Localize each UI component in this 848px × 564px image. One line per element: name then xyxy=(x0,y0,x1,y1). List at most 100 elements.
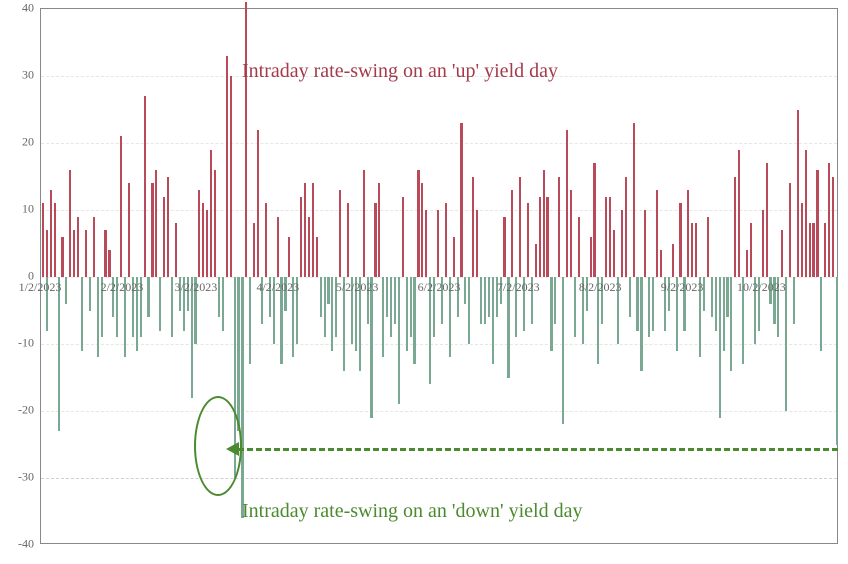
up-bar xyxy=(566,130,568,277)
up-bar xyxy=(476,210,478,277)
up-bar xyxy=(316,237,318,277)
up-bar xyxy=(214,170,216,277)
down-bar xyxy=(574,277,576,337)
up-bar xyxy=(687,190,689,277)
up-bar xyxy=(828,163,830,277)
down-bar xyxy=(652,277,654,331)
up-bar xyxy=(54,203,56,277)
up-bar xyxy=(61,237,63,277)
down-bar xyxy=(218,277,220,317)
down-bar xyxy=(730,277,732,371)
up-bar xyxy=(691,223,693,277)
down-bar xyxy=(370,277,372,418)
up-bar xyxy=(155,170,157,277)
up-bar xyxy=(824,223,826,277)
down-bar xyxy=(820,277,822,351)
up-bar xyxy=(453,237,455,277)
down-bar xyxy=(723,277,725,351)
down-bar xyxy=(191,277,193,398)
up-bar xyxy=(762,210,764,277)
down-bar xyxy=(222,277,224,331)
down-bar xyxy=(324,277,326,337)
down-bar xyxy=(550,277,552,351)
up-bar xyxy=(543,170,545,277)
up-bar xyxy=(738,150,740,277)
up-bar xyxy=(363,170,365,277)
up-bar xyxy=(46,230,48,277)
x-axis-label: 7/2/2023 xyxy=(497,280,540,295)
x-axis-label: 3/2/2023 xyxy=(175,280,218,295)
up-bar xyxy=(558,177,560,278)
up-bar xyxy=(402,197,404,277)
up-bar xyxy=(202,203,204,277)
y-axis-label: 10 xyxy=(0,202,34,217)
y-axis-label: 30 xyxy=(0,68,34,83)
up-bar xyxy=(750,223,752,277)
up-bar xyxy=(417,170,419,277)
up-bar xyxy=(226,56,228,277)
up-bar xyxy=(339,190,341,277)
up-bar xyxy=(42,203,44,277)
up-bar xyxy=(816,170,818,277)
up-bar xyxy=(120,136,122,277)
up-bar xyxy=(609,197,611,277)
up-bar xyxy=(460,123,462,277)
down-bar xyxy=(719,277,721,418)
up-bar xyxy=(613,230,615,277)
down-bar xyxy=(398,277,400,404)
up-bar xyxy=(77,217,79,277)
gridline xyxy=(41,143,837,144)
down-bar xyxy=(58,277,60,431)
up-bar xyxy=(288,237,290,277)
down-bar xyxy=(793,277,795,324)
x-axis-label: 8/2/2023 xyxy=(579,280,622,295)
up-bar xyxy=(734,177,736,278)
up-bar xyxy=(832,177,834,278)
up-bar xyxy=(570,190,572,277)
down-bar xyxy=(492,277,494,364)
up-bar xyxy=(578,217,580,277)
up-bar xyxy=(605,197,607,277)
down-bar xyxy=(640,277,642,371)
up-bar xyxy=(304,183,306,277)
up-bar xyxy=(374,203,376,277)
up-bar xyxy=(257,130,259,277)
y-axis-label: 20 xyxy=(0,135,34,150)
down-bar xyxy=(394,277,396,324)
up-bar xyxy=(672,244,674,278)
down-bar xyxy=(386,277,388,317)
up-bar xyxy=(801,203,803,277)
up-bar xyxy=(621,210,623,277)
up-bar xyxy=(707,217,709,277)
down-bar xyxy=(97,277,99,357)
up-bar xyxy=(539,197,541,277)
arrow-head-icon xyxy=(226,442,239,456)
down-bar xyxy=(726,277,728,317)
up-bar xyxy=(766,163,768,277)
y-axis-label: -30 xyxy=(0,470,34,485)
up-bar xyxy=(167,177,169,278)
up-bar xyxy=(425,210,427,277)
down-bar xyxy=(331,277,333,351)
down-bar xyxy=(711,277,713,317)
x-axis-label: 1/2/2023 xyxy=(19,280,62,295)
up-bar xyxy=(300,197,302,277)
down-bar xyxy=(249,277,251,364)
down-bar xyxy=(65,277,67,304)
up-bar xyxy=(625,177,627,278)
up-bar xyxy=(312,183,314,277)
down-bar xyxy=(320,277,322,317)
up-bar xyxy=(535,244,537,278)
up-bar xyxy=(175,223,177,277)
down-bar xyxy=(636,277,638,331)
up-bar xyxy=(656,190,658,277)
x-axis-label: 4/2/2023 xyxy=(256,280,299,295)
up-bar xyxy=(472,177,474,278)
up-bar xyxy=(805,150,807,277)
down-bar xyxy=(648,277,650,337)
down-bar xyxy=(464,277,466,304)
up-bar xyxy=(660,250,662,277)
rate-swing-chart: -40-30-20-100102030401/2/20232/2/20233/2… xyxy=(0,0,848,564)
up-bar xyxy=(253,223,255,277)
up-bar xyxy=(163,197,165,277)
